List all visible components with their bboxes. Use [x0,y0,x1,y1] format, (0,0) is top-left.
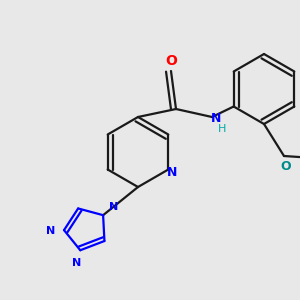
Text: O: O [165,54,177,68]
Text: N: N [211,112,221,125]
Text: N: N [46,226,56,236]
Text: N: N [72,258,82,268]
Text: O: O [281,160,291,172]
Text: N: N [109,202,118,212]
Text: H: H [218,124,226,134]
Text: N: N [167,166,178,179]
